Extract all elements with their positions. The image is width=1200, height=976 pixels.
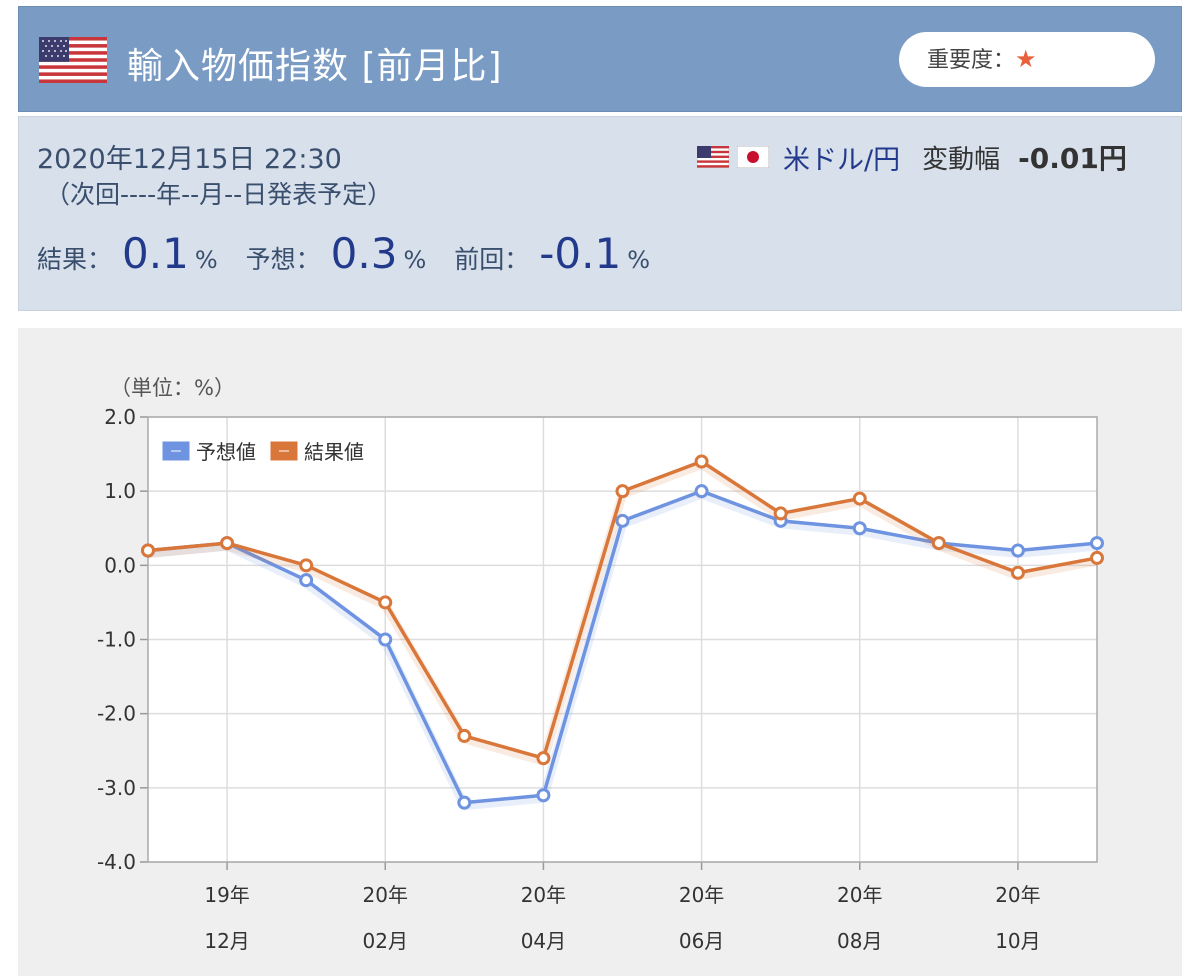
x-tick-label-year: 20年 <box>363 883 408 907</box>
previous-label: 前回： <box>454 245 530 274</box>
importance-pill: 重要度：★ <box>899 32 1155 87</box>
next-release: （次回----年--月--日発表予定） <box>45 180 393 209</box>
data-point <box>536 751 551 766</box>
data-point <box>378 632 393 647</box>
result-value: 0.1 <box>122 229 189 278</box>
legend-label: 結果値 <box>304 440 364 464</box>
x-tick-label-month: 06月 <box>679 929 724 953</box>
importance-label: 重要度： <box>927 48 1016 73</box>
x-tick-label-month: 04月 <box>521 929 566 953</box>
data-point <box>773 506 788 521</box>
forecast-value: 0.3 <box>330 229 398 278</box>
data-point <box>299 558 314 573</box>
previous-value: -0.1 <box>539 229 622 278</box>
data-point <box>299 573 314 588</box>
indicator-title: 輸入物価指数 [前月比] <box>127 46 503 87</box>
x-tick-label-year: 20年 <box>995 883 1040 907</box>
data-point <box>852 521 867 536</box>
star-icon: ★ <box>1015 45 1037 73</box>
legend-label: 予想値 <box>196 440 256 464</box>
data-point <box>615 484 630 499</box>
x-tick-label-year: 20年 <box>837 883 882 907</box>
line-chart: 2.0 1.0 0.0 -1.0 -2.0 -3.0 -4.0 19年 12月 20年 02月 20年… <box>97 376 1104 953</box>
range-label: 変動幅 <box>922 144 1001 175</box>
results-row: 結果： 0.1 % 予想： 0.3 % 前回： -0.1 % <box>37 229 678 278</box>
data-point <box>378 595 393 610</box>
y-tick-label: -2.0 <box>97 702 136 726</box>
forecast-unit: % <box>403 246 427 274</box>
y-tick-label: -1.0 <box>97 628 136 652</box>
forecast-label: 予想： <box>245 245 321 274</box>
range-value: -0.01円 <box>1018 142 1127 175</box>
x-tick-label-year: 20年 <box>521 883 566 907</box>
x-tick-label-year: 20年 <box>679 883 724 907</box>
result-unit: % <box>194 246 218 274</box>
data-point <box>220 536 235 551</box>
data-point <box>1010 543 1025 558</box>
x-tick-label-month: 08月 <box>837 929 882 953</box>
plot-border <box>147 416 1098 863</box>
release-datetime: 2020年12月15日 22:30 <box>37 144 342 175</box>
chart-container: 2.0 1.0 0.0 -1.0 -2.0 -3.0 -4.0 19年 12月 20年 02月 20年… <box>18 328 1182 976</box>
release-info-panel: 2020年12月15日 22:30 （次回----年--月--日発表予定） 米ド… <box>18 116 1182 311</box>
data-point <box>694 484 709 499</box>
previous-unit: % <box>627 246 651 274</box>
x-tick-label-month: 12月 <box>204 929 249 953</box>
indicator-header: 輸入物価指数 [前月比] 重要度：★ <box>18 6 1182 112</box>
us-flag-small-icon <box>697 146 729 168</box>
us-flag-icon <box>39 37 107 83</box>
currency-pair-info: 米ドル/円 変動幅 -0.01円 <box>697 137 1127 177</box>
result-label: 結果： <box>37 245 113 274</box>
japan-flag-icon <box>737 146 769 168</box>
data-point <box>694 454 709 469</box>
data-point <box>615 513 630 528</box>
data-point <box>536 788 551 803</box>
data-point <box>852 491 867 506</box>
x-tick-label-month: 02月 <box>363 929 408 953</box>
y-tick-label: 1.0 <box>104 479 136 503</box>
unit-label: （単位：%） <box>110 376 235 400</box>
data-point <box>1090 550 1104 565</box>
data-point <box>931 536 946 551</box>
y-tick-label: -3.0 <box>97 776 136 800</box>
y-tick-label: 0.0 <box>104 553 136 577</box>
x-tick-label-year: 19年 <box>204 883 249 907</box>
currency-pair-link[interactable]: 米ドル/円 <box>783 144 901 176</box>
data-point <box>1090 536 1104 551</box>
data-point <box>457 728 472 743</box>
data-point <box>457 795 472 810</box>
x-tick-label-month: 10月 <box>995 929 1040 953</box>
y-tick-label: -4.0 <box>97 850 136 874</box>
y-tick-label: 2.0 <box>104 405 136 429</box>
data-point <box>1010 565 1025 580</box>
data-point <box>141 543 155 558</box>
